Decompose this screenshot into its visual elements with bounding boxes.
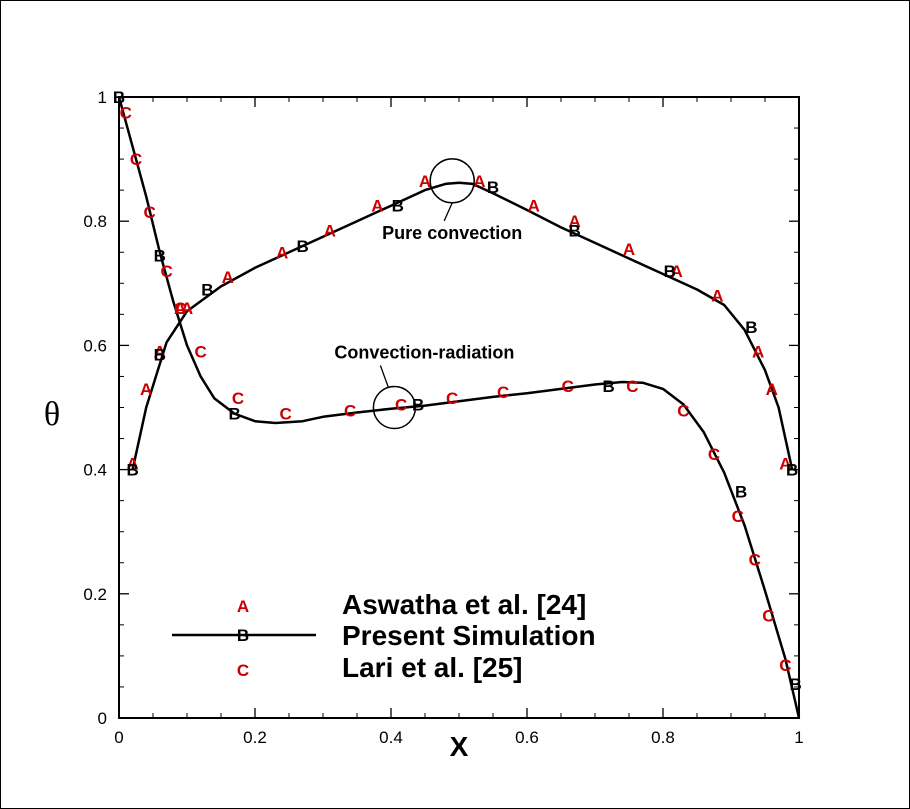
marker-c: C: [395, 395, 407, 414]
legend-label-present: Present Simulation: [342, 620, 596, 651]
curve-convection-radiation: [117, 96, 801, 719]
legend-marker-a: A: [237, 597, 249, 616]
marker-b: B: [154, 246, 166, 265]
marker-c: C: [194, 343, 206, 362]
marker-b: B: [664, 262, 676, 281]
curve-pure-convection: [131, 181, 794, 470]
marker-c: C: [762, 607, 774, 626]
marker-b: B: [126, 461, 138, 480]
x-tick-label: 1: [794, 728, 803, 747]
legend-marker-b: B: [237, 626, 249, 645]
legend-marker-c: C: [237, 661, 249, 680]
curves: [117, 96, 801, 719]
marker-c: C: [626, 377, 638, 396]
marker-b: B: [568, 222, 580, 241]
marker-b: B: [154, 346, 166, 365]
annotation-label-pure-convection: Pure convection: [382, 223, 522, 243]
marker-a: A: [670, 262, 682, 281]
marker-b: B: [789, 675, 801, 694]
marker-a: A: [222, 268, 234, 287]
marker-c: C: [749, 551, 761, 570]
marker-a: A: [473, 172, 485, 191]
annotation-circle-pure-convection: [429, 158, 475, 204]
marker-a: A: [371, 197, 383, 216]
marker-b: B: [113, 88, 125, 107]
marker-a: A: [324, 222, 336, 241]
x-tick-label: 0: [114, 728, 123, 747]
marker-c: C: [779, 656, 791, 675]
marker-b: B: [786, 461, 798, 480]
y-tick-label: 1: [98, 88, 107, 107]
marker-c: C: [130, 150, 142, 169]
marker-b: B: [201, 281, 213, 300]
marker-a: A: [419, 172, 431, 191]
marker-a: A: [181, 299, 193, 318]
marker-a: A: [766, 380, 778, 399]
y-tick-label: 0.4: [83, 461, 107, 480]
marker-c: C: [562, 377, 574, 396]
annotation-leader-pure-convection: [443, 202, 453, 222]
marker-c: C: [446, 389, 458, 408]
marker-a: A: [276, 243, 288, 262]
y-tick-label: 0.6: [83, 336, 107, 355]
marker-a: A: [174, 299, 186, 318]
x-tick-label: 0.8: [651, 728, 675, 747]
marker-c: C: [232, 389, 244, 408]
marker-a: A: [154, 343, 166, 362]
legend-label-lari: Lari et al. [25]: [342, 652, 523, 683]
marker-a: A: [779, 454, 791, 473]
marker-a: A: [568, 212, 580, 231]
marker-a: A: [711, 287, 723, 306]
y-tick-label: 0.2: [83, 585, 107, 604]
x-axis-title: X: [450, 731, 469, 762]
y-tick-label: 0: [98, 709, 107, 728]
marker-c: C: [120, 104, 132, 123]
marker-c: C: [174, 299, 186, 318]
marker-a: A: [623, 240, 635, 259]
marker-b: B: [228, 405, 240, 424]
marker-c: C: [677, 402, 689, 421]
marker-c: C: [279, 405, 291, 424]
annotation-label-convection-radiation: Convection-radiation: [334, 343, 514, 363]
x-tick-label: 0.4: [379, 728, 403, 747]
annotations: Pure convection Convection-radiation: [334, 158, 522, 430]
marker-a: A: [140, 380, 152, 399]
marker-c: C: [497, 383, 509, 402]
annotation-leader-convection-radiation: [379, 365, 390, 388]
marker-b: B: [296, 237, 308, 256]
marker-b: B: [735, 482, 747, 501]
marker-b: B: [602, 377, 614, 396]
marker-b: B: [745, 318, 757, 337]
x-tick-label: 0.2: [243, 728, 267, 747]
annotation-circle-convection-radiation: [372, 385, 417, 430]
y-tick-label: 0.8: [83, 212, 107, 231]
x-tick-label: 0.6: [515, 728, 539, 747]
marker-a: A: [528, 197, 540, 216]
marker-a: A: [126, 454, 138, 473]
legend: A Aswatha et al. [24] B Present Simulati…: [172, 589, 596, 683]
marker-c: C: [143, 203, 155, 222]
marker-c: C: [708, 445, 720, 464]
marker-b: B: [487, 178, 499, 197]
marker-c: C: [344, 402, 356, 421]
legend-label-aswatha: Aswatha et al. [24]: [342, 589, 586, 620]
marker-a: A: [752, 343, 764, 362]
marker-c: C: [732, 507, 744, 526]
marker-c: C: [160, 262, 172, 281]
y-axis-title: θ: [44, 396, 60, 433]
marker-b: B: [392, 197, 404, 216]
